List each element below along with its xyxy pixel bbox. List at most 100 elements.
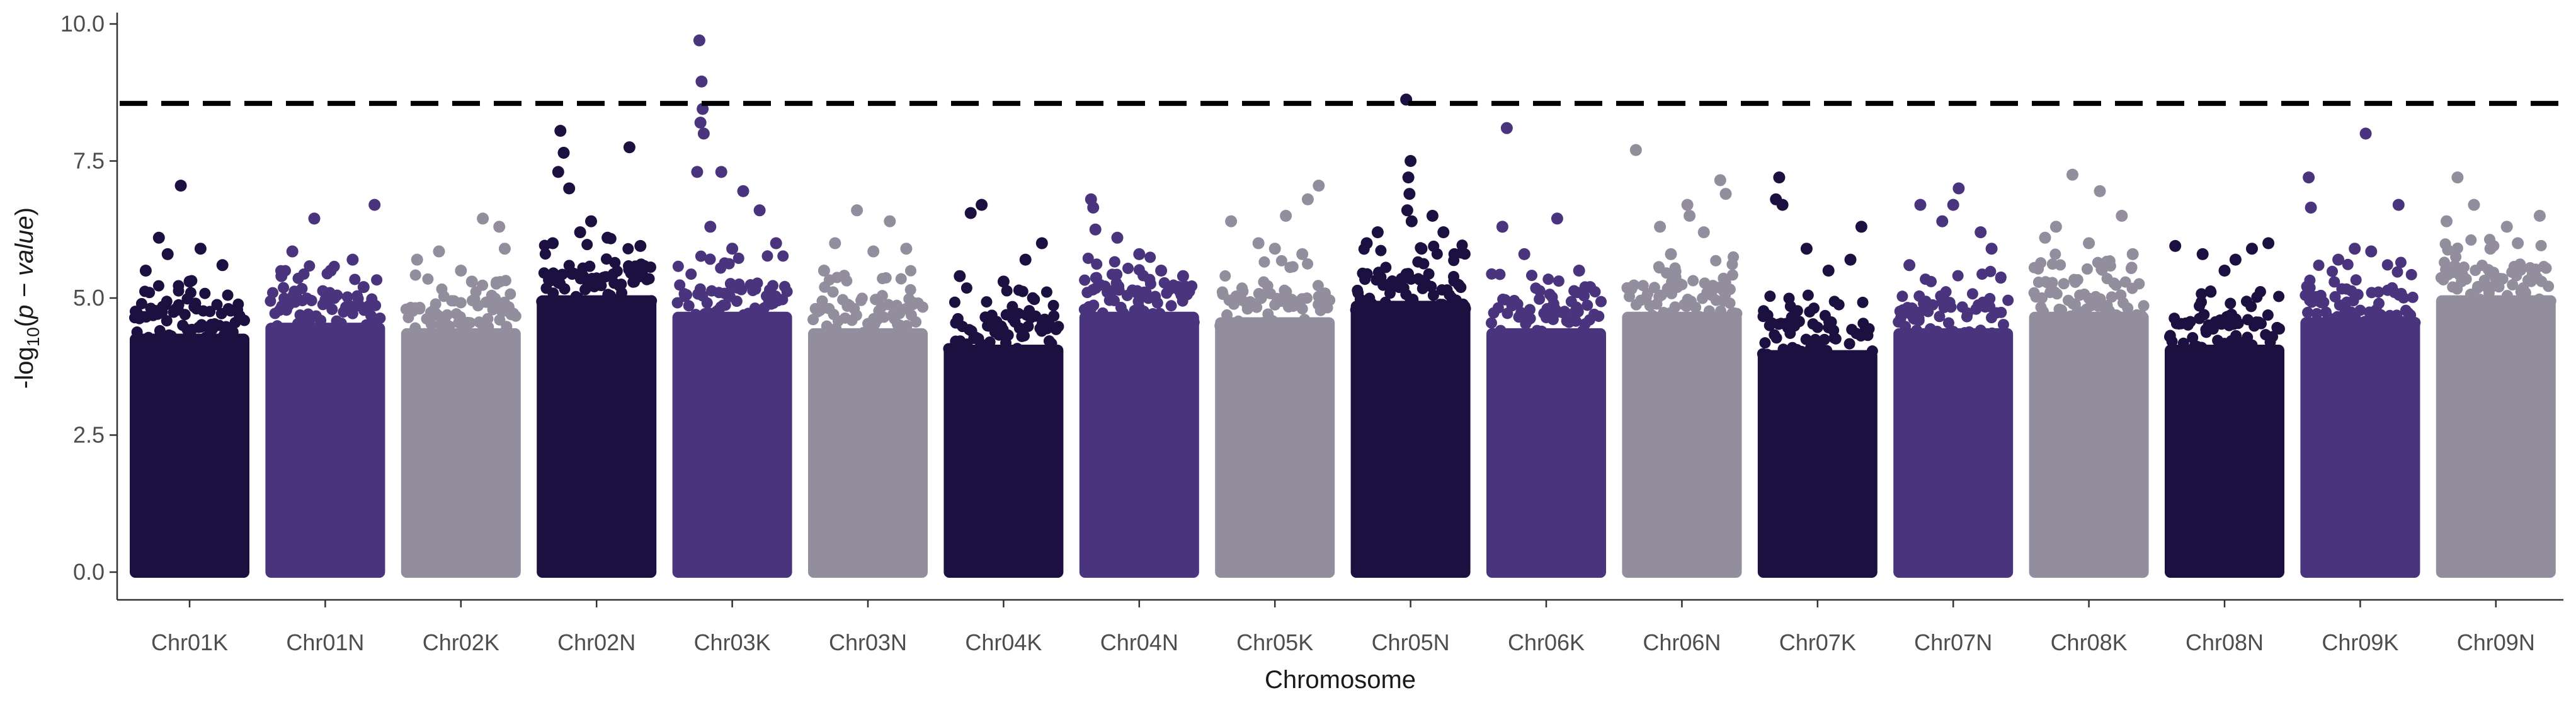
point	[2262, 309, 2274, 321]
point	[1648, 282, 1660, 294]
peak-point	[1177, 270, 1189, 282]
peak-point	[1405, 215, 1418, 227]
peak-point	[1903, 259, 1916, 272]
point	[761, 250, 773, 262]
point	[2032, 263, 2044, 275]
point	[196, 319, 208, 331]
point	[1976, 268, 1988, 280]
point	[1962, 307, 1974, 319]
point	[129, 306, 141, 318]
point	[1165, 300, 1177, 312]
point	[1352, 284, 1364, 296]
point	[2183, 316, 2195, 328]
point	[1571, 301, 1583, 313]
point	[1217, 289, 1229, 301]
peak-point	[1448, 248, 1461, 260]
point	[2125, 263, 2137, 275]
x-tick-label-Chr01N: Chr01N	[286, 629, 364, 655]
point	[1900, 321, 1912, 333]
point-cloud-Chr07N	[1893, 328, 2014, 578]
point	[2311, 307, 2323, 319]
x-tick-label-Chr05K: Chr05K	[1236, 629, 1313, 655]
point	[1425, 280, 1437, 292]
point	[366, 293, 378, 305]
point	[2106, 291, 2117, 303]
x-tick-label-Chr06K: Chr06K	[1508, 629, 1585, 655]
point	[1236, 282, 1248, 294]
point	[1267, 315, 1279, 327]
point	[1673, 315, 1685, 327]
point	[2055, 259, 2066, 271]
peak-point	[697, 127, 710, 140]
point	[1375, 244, 1387, 256]
point	[1354, 293, 1366, 305]
x-axis-ticks: Chr01K Chr01N Chr02K Chr02N Chr03K Chr03N Chr0…	[151, 600, 2535, 655]
point	[1453, 279, 1465, 291]
peak-point	[2246, 243, 2258, 255]
peak-point	[1914, 198, 1927, 211]
point	[1508, 296, 1520, 307]
peak-point	[1947, 198, 1959, 211]
point	[2379, 322, 2391, 334]
peak-point	[2218, 265, 2231, 277]
point	[374, 312, 386, 324]
point	[2395, 316, 2407, 328]
point	[2474, 294, 2486, 306]
x-tick-label-Chr04K: Chr04K	[965, 629, 1042, 655]
point	[850, 309, 862, 321]
point	[2306, 322, 2318, 334]
point	[1915, 332, 1927, 344]
point	[643, 273, 655, 285]
point	[1708, 313, 1720, 325]
peak-point	[1518, 248, 1530, 260]
point	[331, 289, 343, 301]
point	[1966, 288, 1978, 300]
point	[904, 284, 916, 296]
point	[1804, 342, 1816, 354]
y-axis-title-close: )	[11, 207, 38, 215]
peak-point	[829, 237, 841, 250]
point	[1492, 302, 1504, 314]
point	[1111, 268, 1123, 280]
peak-point	[2484, 243, 2497, 255]
point	[2135, 309, 2147, 321]
point	[623, 263, 635, 275]
point	[2112, 311, 2124, 323]
point	[443, 320, 455, 332]
point	[218, 330, 230, 342]
point	[442, 309, 453, 321]
point	[2058, 278, 2070, 290]
point	[774, 316, 786, 328]
point	[1022, 320, 1034, 332]
point	[547, 267, 559, 279]
point	[430, 298, 442, 310]
peak-point	[1252, 237, 1265, 250]
point	[715, 262, 727, 274]
point	[335, 317, 347, 329]
point	[1669, 301, 1681, 313]
point	[2076, 313, 2088, 324]
point	[1828, 332, 1840, 344]
point	[144, 287, 156, 299]
peak-point	[308, 212, 321, 225]
point	[1486, 317, 1497, 329]
peak-point	[2116, 210, 2128, 222]
axes-layer	[116, 13, 2563, 601]
point	[2274, 323, 2285, 335]
peak-point	[557, 146, 570, 159]
point	[1047, 299, 1059, 311]
point	[1012, 343, 1023, 355]
point	[2246, 339, 2258, 351]
point	[1412, 273, 1424, 285]
point	[1542, 273, 1554, 285]
point	[2096, 264, 2108, 276]
point	[425, 306, 437, 318]
peak-point	[1035, 237, 1048, 250]
point	[1302, 258, 1314, 270]
point	[1459, 302, 1471, 314]
point	[199, 287, 211, 299]
point-cloud-Chr08K	[2029, 311, 2149, 578]
point	[1428, 240, 1440, 252]
